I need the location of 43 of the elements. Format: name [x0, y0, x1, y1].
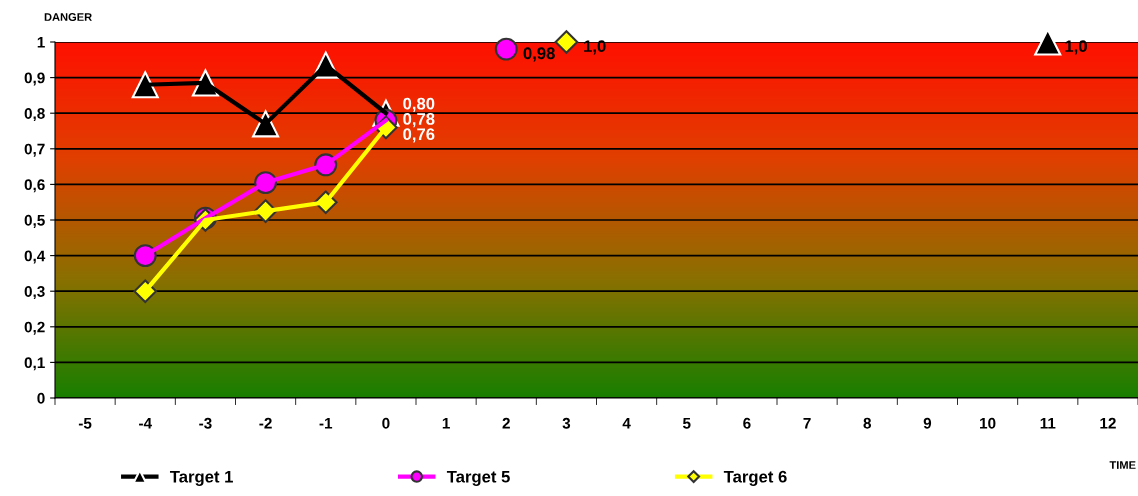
y-tick-label: 0 — [37, 392, 45, 404]
point — [554, 30, 579, 54]
x-tick-label: -5 — [78, 418, 92, 429]
x-tick-label: 10 — [980, 417, 996, 429]
x-tick-label: -2 — [259, 417, 272, 429]
legend-label: Target 5 — [446, 470, 510, 486]
x-tick-label: 0 — [382, 417, 390, 429]
y-tick-label: 0,3 — [24, 286, 45, 300]
x-tick-label: 2 — [502, 417, 510, 429]
y-axis-title: DANGER — [44, 13, 92, 21]
data-label: 0,80 — [403, 97, 435, 112]
point — [494, 37, 518, 61]
y-tick-label: 0,9 — [24, 72, 45, 86]
point — [131, 71, 159, 99]
x-tick-label: 8 — [863, 417, 872, 429]
x-tick-label: 1 — [442, 418, 450, 429]
y-tick-label: 0,8 — [24, 108, 45, 122]
x-tick-label: 3 — [562, 417, 571, 429]
y-tick-label: 0,2 — [24, 321, 45, 335]
data-label: 1,0 — [1065, 40, 1087, 55]
y-tick-label: 0,6 — [24, 179, 45, 193]
y-tick-label: 0,4 — [24, 250, 46, 264]
x-tick-label: 5 — [682, 418, 691, 429]
x-tick-label: 7 — [803, 418, 811, 429]
x-tick-label: 9 — [923, 417, 932, 429]
legend-label: Target 1 — [169, 470, 233, 486]
y-tick-label: 0,5 — [24, 214, 45, 228]
x-tick-label: 6 — [743, 417, 751, 429]
data-label: 0,78 — [403, 112, 435, 128]
x-axis-title: TIME — [1109, 461, 1136, 469]
x-tick-label: -1 — [319, 418, 333, 429]
legend-label: Target 6 — [723, 470, 787, 486]
x-tick-label: 11 — [1040, 418, 1056, 429]
x-tick-label: 12 — [1100, 417, 1116, 429]
data-label: 1,0 — [584, 40, 606, 55]
x-tick-label: -3 — [199, 417, 212, 429]
y-tick-label: 0,7 — [24, 143, 45, 157]
y-tick-label: 1 — [37, 37, 45, 48]
y-tick-label: 0,1 — [24, 357, 45, 371]
data-label: 0,98 — [523, 47, 555, 62]
x-tick-label: -4 — [139, 418, 152, 429]
data-label: 0,76 — [403, 128, 435, 143]
x-tick-label: 4 — [622, 418, 631, 429]
